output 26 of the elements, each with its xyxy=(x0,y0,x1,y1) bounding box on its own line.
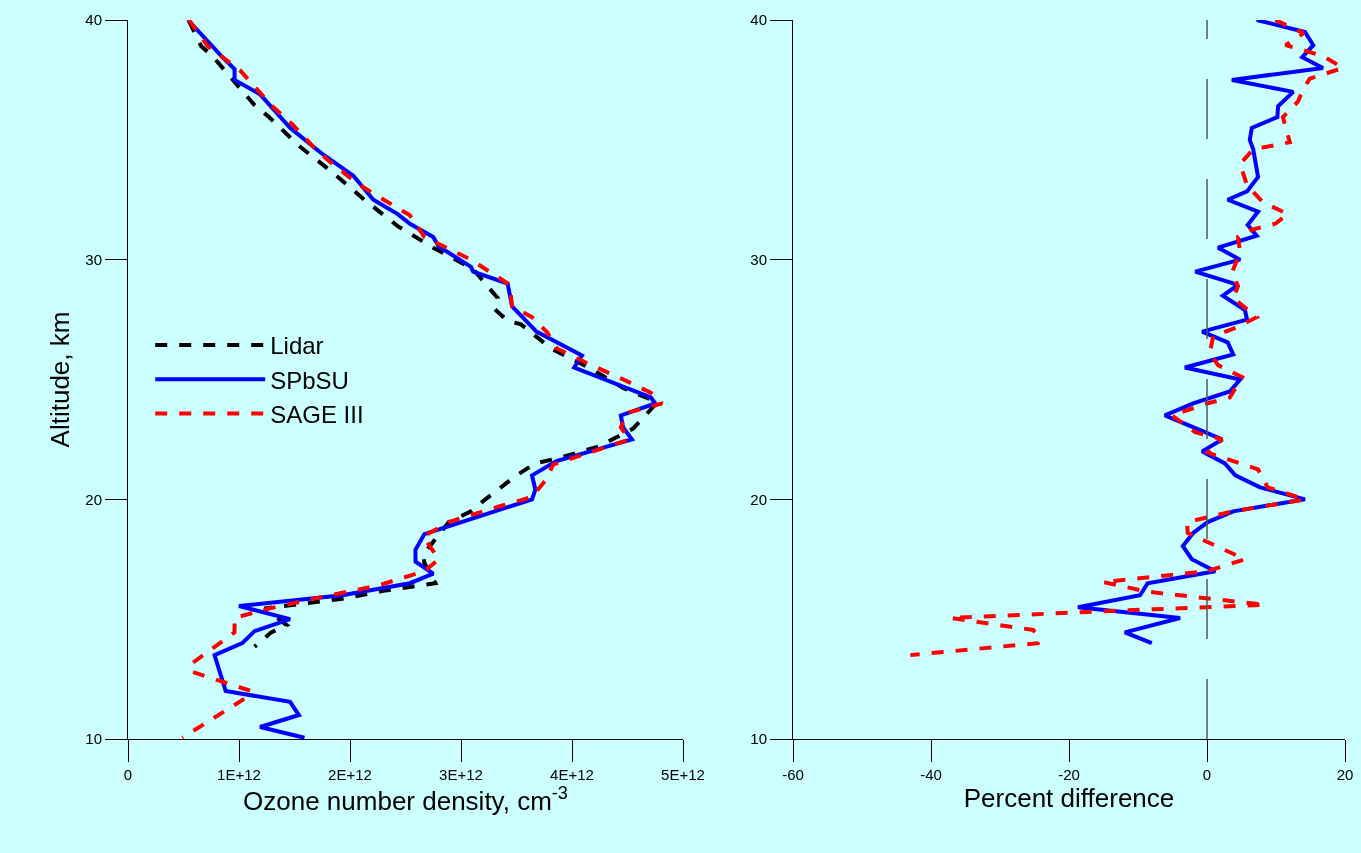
x-tick-label: -60 xyxy=(782,766,804,783)
legend-label: Lidar xyxy=(270,332,324,360)
x-tick-label: 2E+12 xyxy=(328,766,372,783)
y-tick-label: 40 xyxy=(85,11,102,29)
x-axis-title: Ozone number density, cm$^{-3}$ xyxy=(243,783,568,816)
x-tick-label: 3E+12 xyxy=(439,766,483,783)
x-tick-label: 5E+12 xyxy=(661,766,705,783)
x-tick-label: 1E+12 xyxy=(217,766,261,783)
x-tick-label: 20 xyxy=(1336,766,1354,783)
y-tick-label: 20 xyxy=(750,490,767,508)
y-tick-label: 40 xyxy=(750,11,767,29)
y-tick-label: 30 xyxy=(85,250,102,268)
legend-label: SPbSU xyxy=(270,366,349,394)
x-tick-label: 0 xyxy=(123,766,133,783)
x-axis-title: Percent difference xyxy=(963,783,1175,813)
y-tick-label: 10 xyxy=(750,730,767,748)
x-tick-label: -40 xyxy=(920,766,942,783)
line-series xyxy=(1075,20,1325,646)
legend-label: SAGE III xyxy=(270,400,364,428)
y-tick-label: 10 xyxy=(85,730,102,748)
x-tick-label: 4E+12 xyxy=(550,766,594,783)
x-tick-label: 0 xyxy=(1202,766,1212,783)
y-tick-label: 20 xyxy=(85,490,102,508)
y-tick-label: 30 xyxy=(750,250,767,268)
y-axis-title: Altitude, km xyxy=(44,311,75,448)
x-tick-label: -20 xyxy=(1058,766,1080,783)
